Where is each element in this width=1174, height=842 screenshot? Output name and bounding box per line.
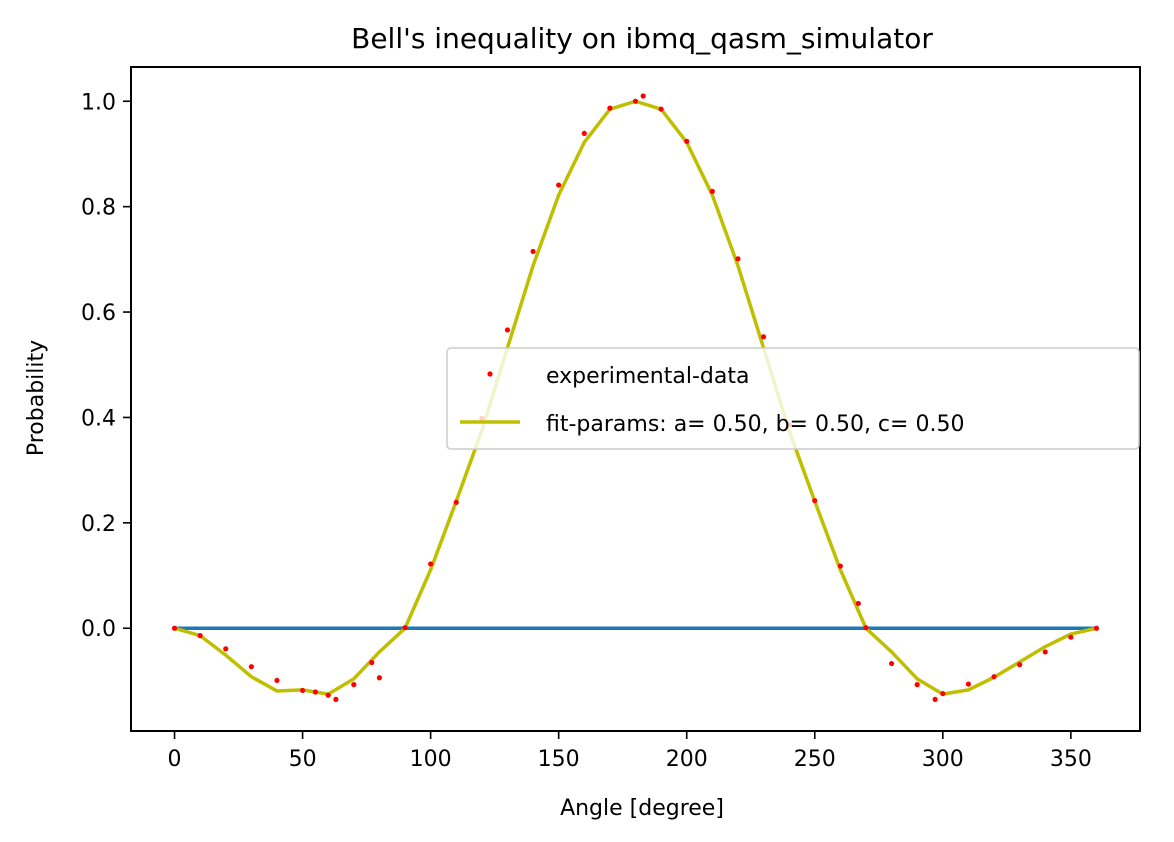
x-tick-label: 350 bbox=[1050, 747, 1092, 772]
data-point bbox=[991, 674, 997, 680]
data-point bbox=[932, 696, 938, 702]
data-point bbox=[1017, 662, 1023, 668]
data-point bbox=[607, 105, 613, 111]
data-point bbox=[376, 675, 383, 681]
data-point bbox=[530, 248, 536, 255]
data-point bbox=[640, 93, 646, 99]
x-tick-label: 100 bbox=[410, 747, 452, 772]
data-point bbox=[248, 664, 254, 670]
plot-area bbox=[171, 93, 1100, 702]
data-point bbox=[965, 681, 972, 687]
data-point bbox=[1093, 625, 1100, 631]
data-point bbox=[855, 600, 861, 607]
data-point bbox=[171, 625, 178, 631]
data-point bbox=[863, 625, 869, 631]
x-tick-label: 200 bbox=[666, 747, 708, 772]
chart-title: Bell's inequality on ibmq_qasm_simulator bbox=[351, 22, 933, 55]
y-tick-label: 0.0 bbox=[81, 617, 116, 642]
data-point bbox=[453, 499, 459, 505]
y-tick-label: 0.6 bbox=[81, 301, 116, 326]
data-point bbox=[402, 625, 408, 631]
data-point bbox=[504, 327, 511, 333]
data-point bbox=[709, 188, 715, 194]
data-point bbox=[581, 130, 587, 136]
data-point bbox=[333, 696, 339, 702]
data-point bbox=[914, 682, 920, 688]
y-tick-label: 1.0 bbox=[81, 90, 116, 115]
data-point bbox=[684, 138, 690, 144]
data-point bbox=[760, 334, 767, 340]
x-tick-label: 250 bbox=[794, 747, 836, 772]
x-tick-label: 0 bbox=[168, 747, 182, 772]
data-point bbox=[658, 106, 664, 112]
axes: 0 50 100 150 200 250 300 350 0.0 0.2 0.4 0.6 0.8 1.0 bbox=[81, 66, 1141, 772]
data-point bbox=[325, 692, 331, 698]
data-point bbox=[351, 682, 357, 688]
data-point bbox=[837, 563, 843, 569]
data-point bbox=[274, 677, 280, 684]
data-point bbox=[369, 659, 375, 666]
axes-frame bbox=[130, 66, 1141, 732]
legend-marker-experimental-data bbox=[487, 371, 493, 377]
data-point bbox=[299, 687, 306, 694]
y-tick-label: 0.4 bbox=[81, 406, 116, 431]
data-point bbox=[197, 633, 203, 639]
x-axis-label: Angle [degree] bbox=[560, 796, 724, 821]
y-axis-label: Probability bbox=[24, 340, 49, 456]
legend-label-fit-params: fit-params: a= 0.50, b= 0.50, c= 0.50 bbox=[546, 412, 964, 437]
data-point bbox=[428, 561, 434, 567]
data-point bbox=[632, 98, 639, 104]
data-point bbox=[888, 660, 895, 667]
data-point bbox=[1068, 634, 1074, 640]
x-tick-label: 150 bbox=[538, 747, 580, 772]
y-tick-label: 0.2 bbox=[81, 512, 116, 537]
y-tick-label: 0.8 bbox=[81, 196, 116, 221]
legend-label-experimental-data: experimental-data bbox=[546, 364, 749, 389]
legend: experimental-data fit-params: a= 0.50, b… bbox=[446, 347, 1140, 450]
data-point bbox=[556, 182, 562, 188]
data-point bbox=[1042, 649, 1048, 655]
data-point bbox=[735, 256, 741, 262]
x-tick-label: 50 bbox=[289, 747, 317, 772]
data-point bbox=[812, 498, 818, 504]
legend-box bbox=[446, 347, 1140, 450]
x-tick-label: 300 bbox=[922, 747, 964, 772]
data-point bbox=[312, 689, 318, 695]
data-point bbox=[223, 646, 229, 652]
data-point bbox=[940, 690, 946, 697]
